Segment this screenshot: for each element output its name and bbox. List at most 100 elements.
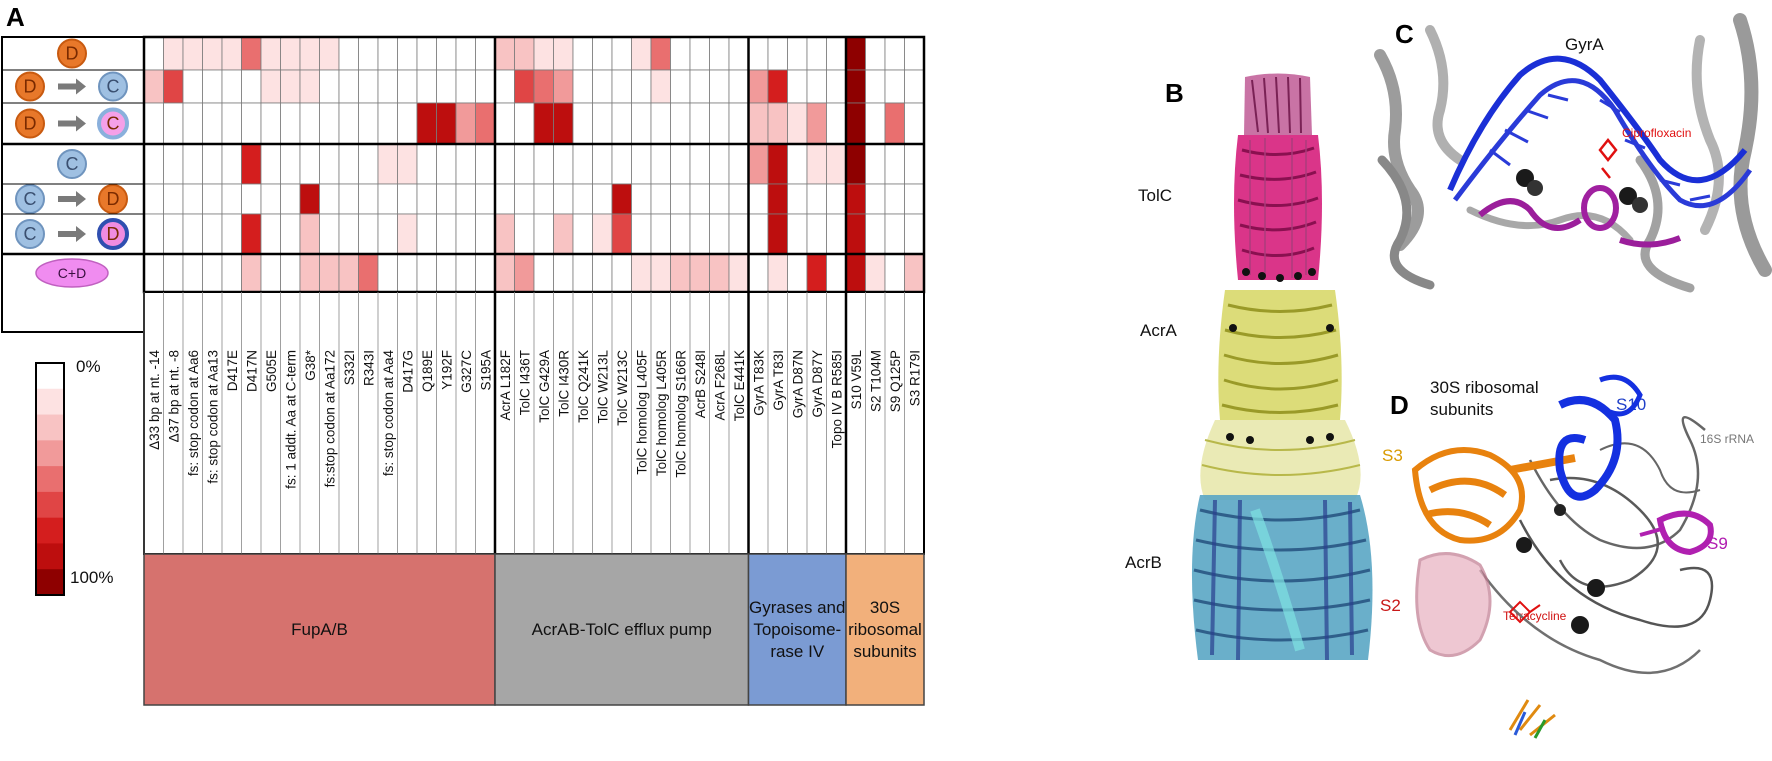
heatmap-cell: [280, 143, 301, 185]
heatmap-cell: [572, 183, 593, 215]
heatmap-cell: [689, 253, 710, 293]
mutation-label: S9 Q125P: [888, 350, 903, 412]
heatmap-cell: [280, 36, 301, 71]
strain-icon-letter: D: [24, 77, 37, 97]
heatmap-cell: [787, 69, 808, 104]
heatmap-cell: [182, 213, 203, 255]
heatmap-cell: [631, 253, 652, 293]
scale-swatch: [36, 569, 64, 596]
heatmap-cell: [143, 213, 164, 255]
heatmap-cell: [299, 253, 320, 293]
heatmap-cell: [689, 143, 710, 185]
mutation-label: G505E: [264, 350, 279, 392]
heatmap-cell: [904, 253, 925, 293]
heatmap-cell: [728, 253, 749, 293]
mutation-label: TolC I430R: [556, 350, 571, 417]
panel-c-label: C: [1395, 19, 1414, 49]
dna-strand: [1447, 55, 1748, 192]
strain-d-icon: D: [15, 71, 45, 102]
heatmap-cell: [163, 253, 184, 293]
heatmap-cell: [338, 253, 359, 293]
scale-swatch: [36, 363, 64, 390]
heatmap-cell: [455, 143, 476, 185]
heatmap-cell: [280, 69, 301, 104]
heatmap-cell: [416, 213, 437, 255]
heatmap-cell: [358, 213, 379, 255]
heatmap-cell: [826, 143, 847, 185]
heatmap-cell: [865, 213, 886, 255]
heatmap-cell: [338, 36, 359, 71]
mutation-label: Y192F: [439, 350, 454, 390]
heatmap-cell: [455, 253, 476, 293]
heatmap-cell: [845, 253, 866, 293]
heatmap-cell: [865, 102, 886, 145]
heatmap-cell: [553, 36, 574, 71]
heatmap-cell: [806, 36, 827, 71]
heatmap-cell: [358, 183, 379, 215]
mutation-label: D417E: [225, 350, 240, 391]
mutation-label: Δ37 bp at nt. -8: [166, 350, 181, 442]
heatmap-cell: [455, 102, 476, 145]
gene-groups: FupA/B AcrAB-TolC efflux pump Gyrases and T…: [143, 553, 925, 706]
heatmap-cell: [689, 213, 710, 255]
heatmap-cell: [319, 102, 340, 145]
heatmap-cell: [377, 69, 398, 104]
heatmap-cell: [806, 213, 827, 255]
heatmap-cell: [787, 143, 808, 185]
mutation-label: G38*: [303, 349, 318, 381]
ribosome-title-line2: subunits: [1430, 400, 1493, 419]
heatmap-cell: [494, 69, 515, 104]
heatmap-cell: [299, 102, 320, 145]
mutation-label: TolC homolog S166R: [673, 350, 688, 478]
heatmap-cell: [397, 102, 418, 145]
mutation-label: D417N: [244, 350, 259, 392]
heatmap-cell: [787, 102, 808, 145]
heatmap-cell: [533, 183, 554, 215]
heatmap-cell: [884, 69, 905, 104]
heatmap-cell: [670, 183, 691, 215]
heatmap-cell: [221, 183, 242, 215]
heatmap-cell: [553, 213, 574, 255]
heatmap-cell: [436, 143, 457, 185]
acrb-label: AcrB: [1125, 553, 1162, 572]
heatmap-cell: [826, 69, 847, 104]
heatmap-cell: [338, 143, 359, 185]
mutation-label: AcrB S248I: [693, 350, 708, 418]
mutation-label: Topo IV B R585I: [829, 350, 844, 448]
heatmap-cell: [787, 253, 808, 293]
strain-icon-letter: C: [107, 77, 120, 97]
heatmap-cell: [163, 183, 184, 215]
gene-group-label: Topoisome-: [753, 620, 841, 639]
mutation-label: AcrA F268L: [712, 350, 727, 421]
heatmap-cell: [455, 213, 476, 255]
heatmap-cell: [475, 183, 496, 215]
heatmap-cell: [611, 183, 632, 215]
heatmap-cell: [163, 36, 184, 71]
heatmap-cell: [202, 253, 223, 293]
heatmap-cell: [143, 69, 164, 104]
mutation-label: S3 R179I: [907, 350, 922, 406]
heatmap-cell: [670, 143, 691, 185]
ciprofloxacin-label: Ciprofloxacin: [1622, 126, 1691, 140]
heatmap-cell: [397, 143, 418, 185]
gene-group-band: [845, 553, 925, 706]
heatmap-cell: [592, 183, 613, 215]
rrna-label: 16S rRNA: [1700, 432, 1754, 446]
heatmap-cell: [436, 102, 457, 145]
mutation-label: TolC homolog L405F: [634, 350, 649, 475]
heatmap-cell: [904, 213, 925, 255]
heatmap-cell: [182, 143, 203, 185]
heatmap-cell: [845, 36, 866, 71]
heatmap-cell: [631, 213, 652, 255]
heatmap-cell: [416, 143, 437, 185]
heatmap-cell: [514, 253, 535, 293]
strain-icon-letter: C: [24, 224, 37, 244]
heatmap-cell: [845, 183, 866, 215]
arrow-icon: [58, 115, 86, 132]
tolc-label: TolC: [1138, 186, 1172, 205]
heatmap-cell: [455, 36, 476, 71]
heatmap-cell: [202, 36, 223, 71]
mutation-label: TolC homolog L405R: [654, 350, 669, 476]
heatmap-cell: [514, 102, 535, 145]
heatmap-cell: [514, 213, 535, 255]
